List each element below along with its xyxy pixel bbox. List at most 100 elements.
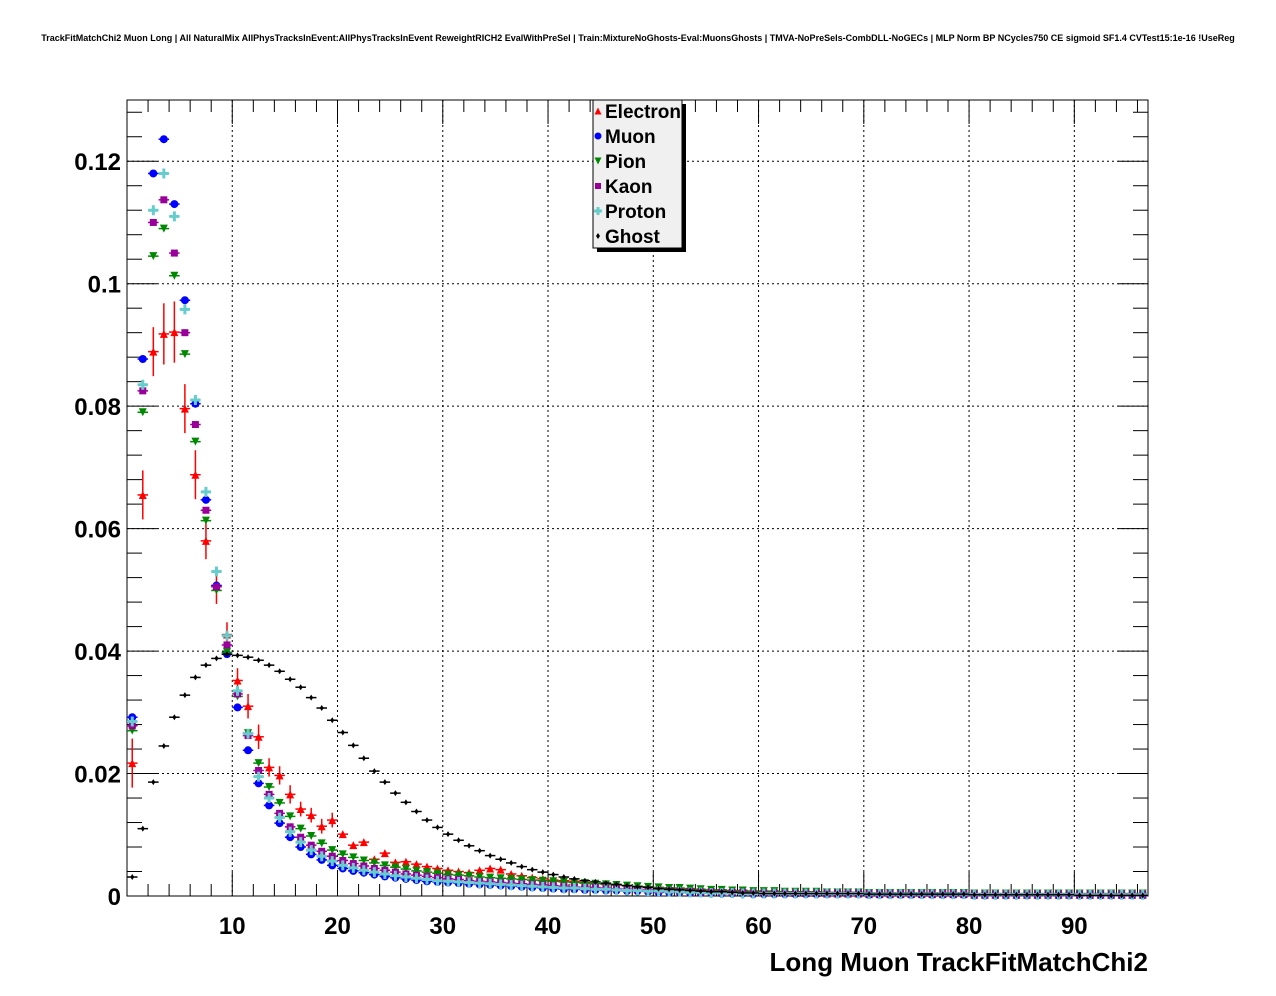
marker-diamond — [330, 717, 335, 724]
marker-triangle-down — [549, 877, 558, 886]
marker-cross-stroke — [358, 865, 369, 876]
marker-triangle-up — [265, 763, 274, 772]
marker-square — [202, 506, 210, 514]
legend: Electron Muon Pion Kaon Proton Ghost — [592, 99, 686, 252]
data-point — [611, 881, 622, 888]
marker-diamond — [1088, 892, 1093, 899]
marker-diamond — [488, 852, 493, 859]
marker-diamond — [151, 779, 156, 786]
marker-diamond — [867, 891, 872, 898]
marker-cross — [590, 884, 601, 895]
marker-diamond — [603, 880, 608, 887]
marker-cross — [221, 630, 232, 641]
marker-cross-stroke — [337, 860, 348, 871]
marker-triangle-down — [486, 873, 495, 882]
data-point — [190, 395, 201, 406]
data-point — [305, 845, 317, 856]
marker-diamond — [888, 891, 893, 898]
marker-triangle-up — [594, 107, 602, 115]
marker-circle — [149, 169, 158, 178]
marker-cross-stroke — [558, 883, 569, 894]
data-point — [548, 877, 559, 886]
data-point — [337, 850, 349, 859]
marker-cross-stroke — [379, 868, 390, 879]
marker-triangle-down — [475, 873, 484, 882]
data-point — [358, 865, 370, 876]
data-point — [632, 883, 643, 890]
marker-cross-stroke — [264, 793, 275, 804]
data-point — [390, 870, 401, 881]
marker-cross — [190, 395, 201, 406]
data-point — [305, 831, 317, 840]
marker-diamond — [909, 891, 914, 898]
data-point — [1116, 892, 1127, 899]
data-point — [495, 865, 506, 874]
marker-triangle-down — [496, 874, 505, 883]
data-point — [474, 866, 485, 875]
data-point — [148, 252, 159, 261]
data-point — [326, 846, 338, 855]
data-point — [537, 869, 549, 876]
data-point — [158, 224, 170, 233]
marker-diamond — [814, 890, 819, 897]
data-point — [863, 891, 875, 898]
marker-diamond — [203, 662, 208, 669]
data-point — [579, 877, 591, 884]
marker-diamond — [982, 891, 987, 898]
marker-cross-stroke — [421, 874, 432, 885]
data-point — [853, 890, 864, 897]
marker-diamond — [877, 891, 882, 898]
data-point — [221, 630, 233, 641]
marker-diamond — [277, 668, 282, 675]
marker-cross — [274, 812, 285, 823]
data-point — [316, 818, 327, 834]
marker-cross — [485, 878, 496, 889]
data-point — [242, 654, 254, 661]
data-point — [621, 882, 633, 889]
marker-diamond — [719, 888, 724, 895]
series-ghost — [127, 651, 1148, 899]
data-point — [737, 889, 749, 896]
data-point — [137, 355, 149, 364]
data-point — [242, 693, 254, 719]
data-point — [253, 766, 264, 774]
marker-square — [212, 583, 220, 591]
marker-diamond — [635, 883, 640, 890]
marker-cross-stroke — [285, 826, 296, 837]
data-point — [937, 891, 949, 898]
data-point — [348, 742, 359, 749]
marker-diamond — [782, 890, 787, 897]
data-point — [526, 881, 538, 892]
marker-triangle-down — [359, 856, 368, 865]
marker-square — [160, 196, 168, 204]
marker-diamond — [530, 866, 535, 873]
y-tick-label: 0 — [108, 884, 121, 911]
marker-diamond — [130, 874, 135, 881]
series-proton — [127, 168, 1148, 900]
marker-triangle-up — [359, 838, 368, 847]
marker-circle — [244, 746, 253, 755]
marker-diamond — [709, 888, 714, 895]
data-point — [537, 876, 549, 885]
marker-circle — [286, 833, 295, 842]
data-point — [253, 779, 264, 788]
data-point — [169, 249, 180, 257]
marker-diamond — [824, 890, 829, 897]
data-point — [400, 865, 412, 874]
marker-triangle-down — [528, 876, 537, 885]
legend-entry-muon: Muon — [594, 127, 656, 148]
marker-diamond — [298, 684, 303, 691]
marker-diamond — [688, 887, 693, 894]
marker-cross — [537, 881, 548, 892]
data-point — [590, 878, 601, 885]
data-point — [705, 888, 717, 895]
data-point — [558, 877, 570, 886]
data-point — [284, 826, 296, 837]
data-point — [979, 891, 991, 898]
data-point — [926, 891, 938, 898]
data-point — [505, 879, 517, 890]
marker-triangle-up — [191, 470, 200, 479]
data-point — [1032, 891, 1043, 898]
data-point — [179, 329, 191, 337]
